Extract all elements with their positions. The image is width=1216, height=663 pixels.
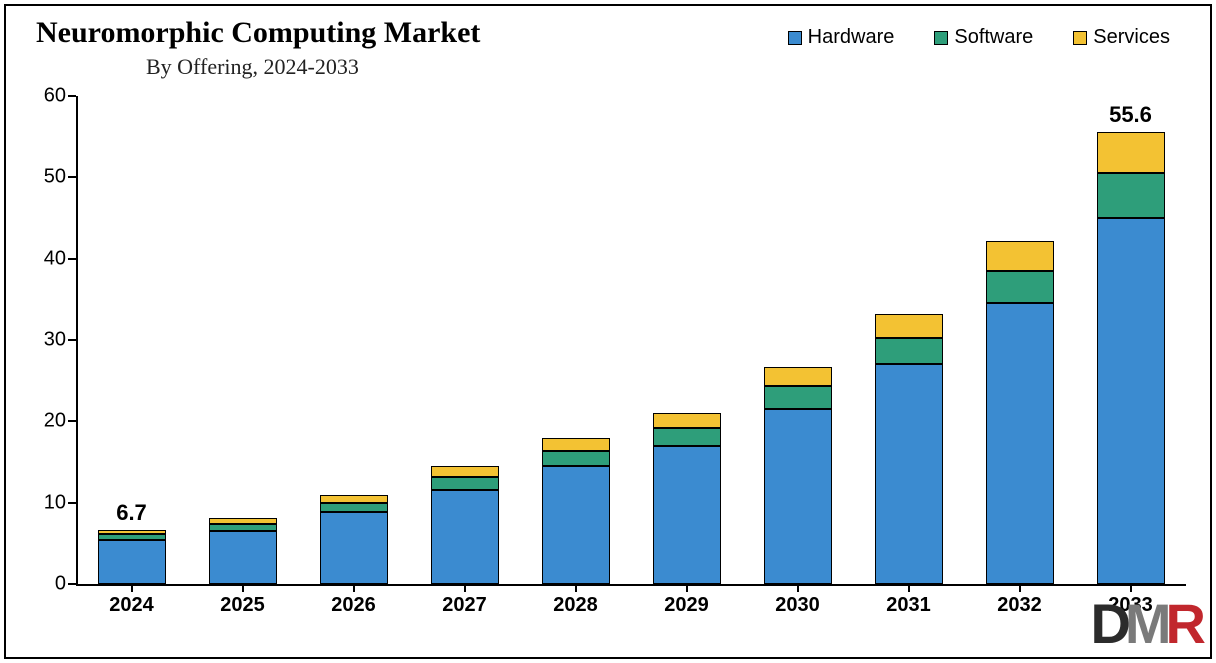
legend-label-services: Services xyxy=(1093,26,1170,49)
bar-group xyxy=(320,495,388,584)
bar-segment-services xyxy=(875,314,943,338)
x-axis-label: 2031 xyxy=(886,594,931,617)
legend: Hardware Software Services xyxy=(788,26,1170,49)
bar-group xyxy=(986,241,1054,584)
x-axis-label: 2030 xyxy=(775,594,820,617)
x-axis-label: 2024 xyxy=(109,594,154,617)
bar-segment-software xyxy=(1097,173,1165,218)
bar-segment-hardware xyxy=(98,540,166,584)
y-tick xyxy=(68,95,76,97)
bar-segment-hardware xyxy=(320,512,388,584)
y-axis-label: 50 xyxy=(26,166,66,189)
y-axis-label: 20 xyxy=(26,410,66,433)
y-axis-label: 10 xyxy=(26,491,66,514)
bar-segment-services xyxy=(1097,132,1165,173)
x-axis-label: 2027 xyxy=(442,594,487,617)
bar-segment-software xyxy=(653,428,721,446)
chart-subtitle: By Offering, 2024-2033 xyxy=(146,54,359,80)
chart-title: Neuromorphic Computing Market xyxy=(36,16,480,50)
x-tick xyxy=(908,584,910,592)
x-tick xyxy=(353,584,355,592)
bar-segment-software xyxy=(431,477,499,491)
legend-swatch-hardware xyxy=(788,31,802,45)
x-tick xyxy=(464,584,466,592)
y-tick xyxy=(68,420,76,422)
bar-segment-software xyxy=(764,386,832,409)
bar-segment-hardware xyxy=(209,531,277,584)
x-tick xyxy=(131,584,133,592)
bar-segment-software xyxy=(875,338,943,365)
y-tick xyxy=(68,176,76,178)
bar-segment-hardware xyxy=(875,364,943,584)
legend-swatch-services xyxy=(1073,31,1087,45)
legend-label-hardware: Hardware xyxy=(808,26,895,49)
bar-segment-hardware xyxy=(1097,218,1165,584)
bar-segment-services xyxy=(431,466,499,477)
bar-segment-hardware xyxy=(764,409,832,584)
bar-segment-hardware xyxy=(653,446,721,584)
bar-group xyxy=(1097,132,1165,584)
x-tick xyxy=(575,584,577,592)
legend-label-software: Software xyxy=(954,26,1033,49)
bar-data-label: 55.6 xyxy=(1109,102,1152,128)
bar-segment-services xyxy=(653,413,721,428)
bar-segment-services xyxy=(542,438,610,451)
x-axis-label: 2028 xyxy=(553,594,598,617)
bar-segment-services xyxy=(764,367,832,387)
bar-group xyxy=(653,413,721,584)
legend-item-services: Services xyxy=(1073,26,1170,49)
legend-item-software: Software xyxy=(934,26,1033,49)
bar-segment-hardware xyxy=(542,466,610,584)
bar-group xyxy=(875,314,943,584)
bar-segment-hardware xyxy=(986,303,1054,584)
y-axis-label: 40 xyxy=(26,247,66,270)
bars-area xyxy=(76,96,1186,584)
plot-area: 010203040506020246.720252026202720282029… xyxy=(76,96,1186,586)
bar-group xyxy=(98,530,166,584)
x-tick xyxy=(242,584,244,592)
bar-group xyxy=(764,367,832,584)
bar-group xyxy=(542,438,610,584)
bar-segment-software xyxy=(986,271,1054,304)
x-axis-label: 2032 xyxy=(997,594,1042,617)
y-axis-label: 0 xyxy=(26,573,66,596)
y-axis-label: 60 xyxy=(26,85,66,108)
logo-letter-m: M xyxy=(1125,592,1166,655)
x-axis-label: 2029 xyxy=(664,594,709,617)
y-tick xyxy=(68,502,76,504)
logo-letter-d: D xyxy=(1090,592,1124,655)
y-tick xyxy=(68,583,76,585)
y-tick xyxy=(68,339,76,341)
bar-group xyxy=(431,466,499,584)
bar-segment-services xyxy=(986,241,1054,271)
bar-segment-software xyxy=(209,524,277,531)
x-axis-label: 2026 xyxy=(331,594,376,617)
x-tick xyxy=(686,584,688,592)
bar-segment-services xyxy=(320,495,388,503)
y-axis-label: 30 xyxy=(26,329,66,352)
bar-data-label: 6.7 xyxy=(116,500,147,526)
dmr-logo: DMR xyxy=(1090,596,1200,652)
chart-frame: Neuromorphic Computing Market By Offerin… xyxy=(4,4,1212,659)
x-axis-label: 2025 xyxy=(220,594,265,617)
logo-letter-r: R xyxy=(1166,592,1200,655)
x-tick xyxy=(1019,584,1021,592)
legend-swatch-software xyxy=(934,31,948,45)
y-tick xyxy=(68,258,76,260)
bar-group xyxy=(209,518,277,584)
x-tick xyxy=(1130,584,1132,592)
bar-segment-hardware xyxy=(431,490,499,584)
x-tick xyxy=(797,584,799,592)
bar-segment-software xyxy=(320,503,388,513)
bar-segment-software xyxy=(542,451,610,466)
legend-item-hardware: Hardware xyxy=(788,26,895,49)
